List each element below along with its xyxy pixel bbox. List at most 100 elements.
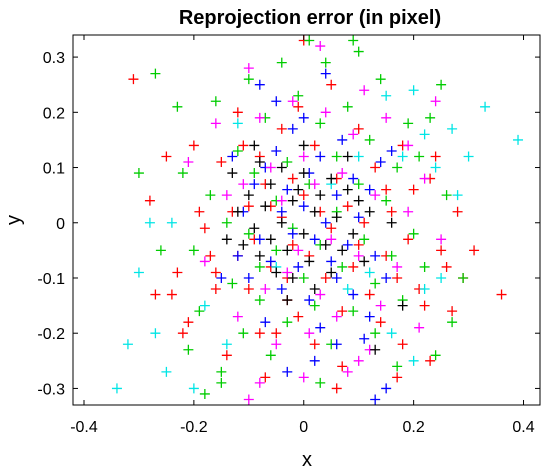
data-point <box>375 157 386 168</box>
y-tick-label: 0.3 <box>43 50 65 67</box>
data-point <box>430 162 441 173</box>
y-axis-ticks: 0.3 0.2 0.1 0 -0.1 -0.2 -0.3 <box>37 50 540 398</box>
data-point <box>403 234 414 245</box>
data-point <box>397 151 408 162</box>
data-point <box>320 239 331 250</box>
data-point <box>276 195 287 206</box>
data-point <box>370 328 381 339</box>
data-point <box>408 184 419 195</box>
data-point <box>238 140 249 151</box>
data-point <box>458 272 469 283</box>
data-point <box>210 96 221 107</box>
data-point <box>260 201 271 212</box>
data-point <box>496 289 507 300</box>
data-point <box>304 328 315 339</box>
data-point <box>353 239 364 250</box>
data-point <box>133 267 144 278</box>
data-point <box>249 168 260 179</box>
data-point <box>425 355 436 366</box>
data-point <box>342 101 353 112</box>
data-point <box>381 195 392 206</box>
data-point <box>353 46 364 57</box>
data-point <box>287 123 298 134</box>
data-point <box>282 184 293 195</box>
data-point <box>216 377 227 388</box>
data-point <box>216 272 227 283</box>
y-tick-label: 0.1 <box>43 161 65 178</box>
data-point <box>298 168 309 179</box>
data-point <box>342 184 353 195</box>
data-point <box>331 272 342 283</box>
data-point <box>353 195 364 206</box>
data-point <box>408 228 419 239</box>
data-point <box>243 284 254 295</box>
y-tick-label: -0.2 <box>37 326 65 343</box>
data-point <box>337 245 348 256</box>
data-point <box>298 201 309 212</box>
data-point <box>298 372 309 383</box>
data-point <box>469 245 480 256</box>
data-point <box>359 217 370 228</box>
data-point <box>249 223 260 234</box>
data-point <box>271 245 282 256</box>
data-point <box>276 123 287 134</box>
data-point <box>309 140 320 151</box>
data-point <box>331 339 342 350</box>
data-point <box>221 190 232 201</box>
data-point <box>265 234 276 245</box>
data-point <box>408 85 419 96</box>
data-point <box>293 90 304 101</box>
data-point <box>364 267 375 278</box>
data-point <box>199 300 210 311</box>
data-point <box>370 278 381 289</box>
data-point <box>282 267 293 278</box>
data-point <box>430 350 441 361</box>
data-point <box>386 328 397 339</box>
data-point <box>370 250 381 261</box>
data-point <box>375 74 386 85</box>
data-point <box>348 173 359 184</box>
y-axis-label: y <box>3 215 25 225</box>
data-point <box>414 151 425 162</box>
data-point <box>205 250 216 261</box>
data-point <box>298 140 309 151</box>
data-point <box>232 311 243 322</box>
x-tick-label: 0 <box>299 419 308 436</box>
data-point <box>216 157 227 168</box>
data-point <box>381 90 392 101</box>
data-point <box>133 168 144 179</box>
data-point <box>331 212 342 223</box>
data-point <box>364 311 375 322</box>
data-point <box>359 256 370 267</box>
data-point <box>188 140 199 151</box>
data-point <box>430 96 441 107</box>
data-point <box>161 366 172 377</box>
data-point <box>441 261 452 272</box>
data-point <box>326 173 337 184</box>
data-point <box>287 195 298 206</box>
data-point <box>326 223 337 234</box>
data-point <box>293 261 304 272</box>
data-point <box>381 184 392 195</box>
data-point <box>144 195 155 206</box>
data-point <box>194 306 205 317</box>
data-point <box>205 190 216 201</box>
data-point <box>183 317 194 328</box>
data-point <box>304 295 315 306</box>
data-point <box>166 289 177 300</box>
data-point <box>172 267 183 278</box>
data-point <box>447 317 458 328</box>
data-point <box>260 372 271 383</box>
data-point <box>161 151 172 162</box>
data-point <box>227 278 238 289</box>
data-point <box>392 361 403 372</box>
data-point <box>155 245 166 256</box>
data-point <box>436 234 447 245</box>
data-point <box>304 256 315 267</box>
data-point <box>254 79 265 90</box>
data-point <box>309 179 320 190</box>
data-point <box>331 311 342 322</box>
data-point <box>364 134 375 145</box>
data-point <box>276 284 287 295</box>
data-point <box>353 123 364 134</box>
